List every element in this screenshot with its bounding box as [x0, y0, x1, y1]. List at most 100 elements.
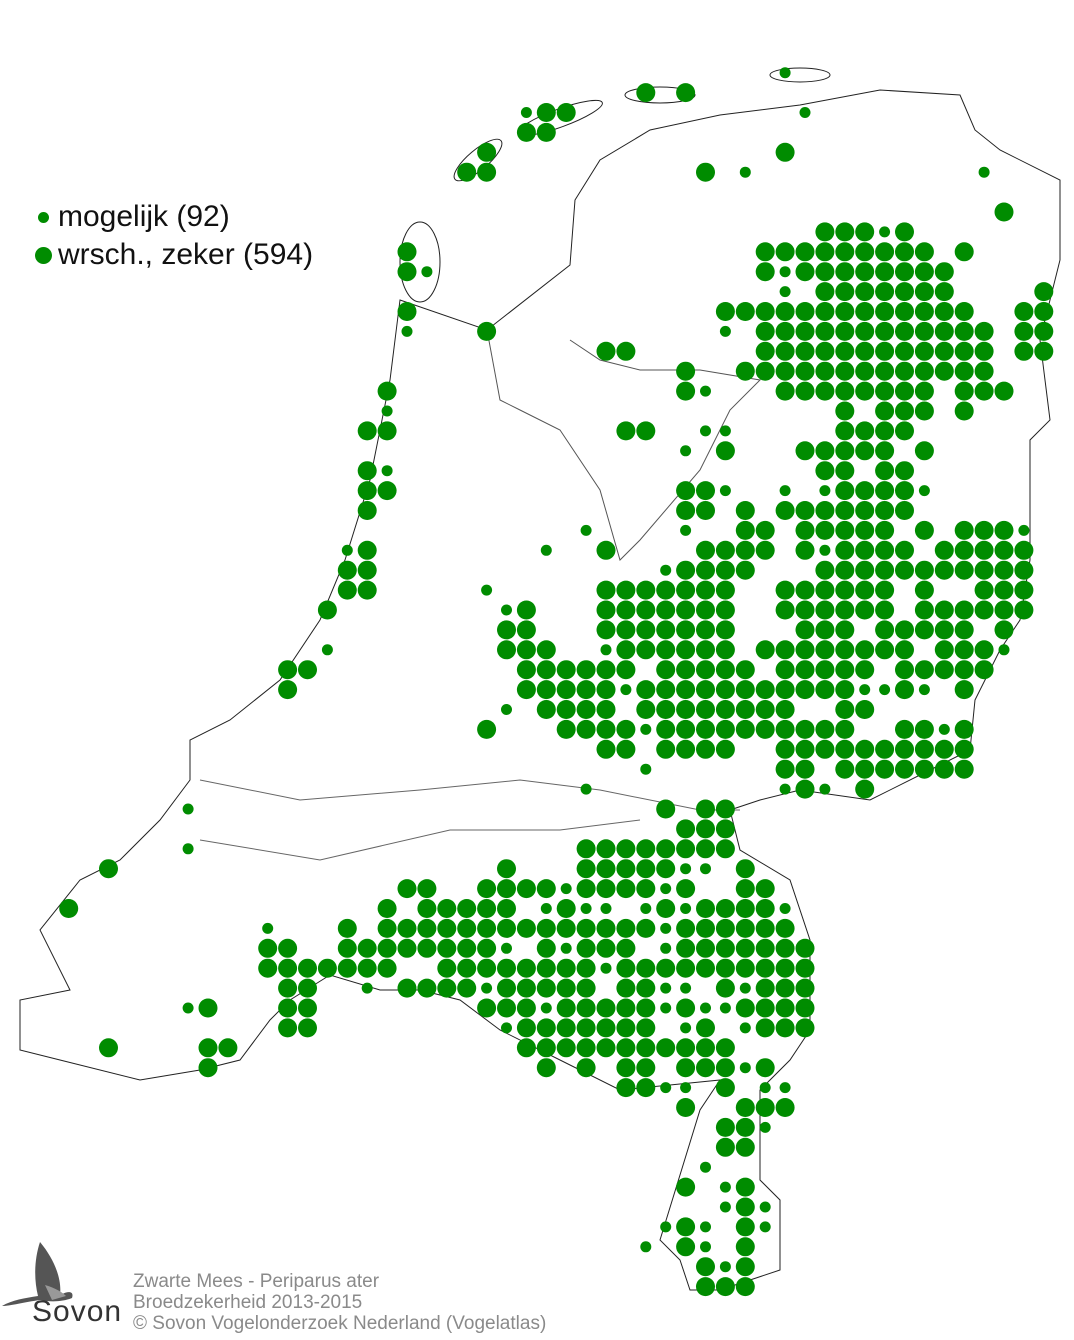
dot-large [934, 620, 954, 640]
dot-large [636, 998, 656, 1018]
dot-small [779, 286, 791, 298]
dot-large [1034, 302, 1054, 321]
dot-large [616, 660, 636, 680]
dot-large [895, 660, 914, 680]
dot-small [501, 604, 512, 616]
dot-large [397, 879, 417, 899]
dot-large [815, 381, 835, 401]
dot-large [616, 998, 636, 1018]
dot-large [656, 799, 676, 819]
dot-large [676, 640, 696, 660]
dot-large [1014, 540, 1034, 560]
dot-large [676, 879, 696, 899]
dot-large [497, 899, 516, 918]
dot-large [954, 361, 974, 381]
dot-small [540, 903, 552, 914]
dot-large [815, 739, 835, 759]
dot-large [755, 938, 775, 958]
dot-large [417, 899, 437, 918]
dot-large [855, 560, 875, 580]
dot-large [676, 680, 696, 700]
dot-small [719, 1201, 731, 1213]
dot-small [600, 903, 612, 914]
dot-small [779, 783, 791, 795]
dot-large [775, 501, 795, 520]
dot-large [596, 918, 616, 938]
dot-small [719, 1002, 731, 1014]
dot-large [616, 1078, 636, 1098]
dot-large [954, 321, 974, 341]
dot-large [596, 341, 616, 361]
dot-large [576, 1058, 596, 1078]
dot-large [735, 680, 755, 700]
dot-large [417, 938, 437, 958]
dot-large [576, 879, 596, 899]
dot-large [1034, 341, 1054, 361]
dot-large [596, 938, 616, 958]
dot-large [855, 381, 875, 401]
dot-large [278, 998, 298, 1018]
dot-large [994, 381, 1014, 401]
dot-small [680, 524, 692, 536]
dot-large [576, 1018, 596, 1038]
dot-large [715, 1277, 735, 1297]
dot-large [755, 958, 775, 978]
dot-large [437, 918, 457, 938]
dot-large [656, 680, 676, 700]
dot-large [735, 1117, 755, 1137]
dot-small [321, 644, 333, 656]
dot-large [556, 918, 576, 938]
dot-large [696, 560, 715, 580]
dot-small [640, 903, 652, 914]
dot-large [895, 321, 914, 341]
dot-large [715, 1137, 735, 1157]
dot-large [855, 640, 875, 660]
dot-large [875, 401, 895, 421]
dot-large [377, 481, 397, 501]
dot-large [715, 600, 735, 620]
dot-large [417, 918, 437, 938]
dot-large [775, 1098, 795, 1117]
dot-large [835, 700, 855, 719]
dot-large [914, 719, 934, 739]
dot-large [994, 600, 1014, 620]
dot-large [895, 719, 914, 739]
dot-large [895, 341, 914, 361]
dot-large [1014, 560, 1034, 580]
dot-large [676, 739, 696, 759]
dot-small [779, 1082, 791, 1094]
dot-small [680, 1022, 692, 1034]
dot-large [298, 660, 317, 680]
dot-large [1014, 580, 1034, 600]
dot-large [735, 1277, 755, 1297]
dot-large [298, 998, 317, 1018]
dot-large [696, 719, 715, 739]
dot-large [696, 162, 715, 182]
dot-large [835, 222, 855, 242]
dot-large [954, 401, 974, 421]
dot-small [660, 883, 672, 895]
dot-small [341, 544, 353, 556]
dot-small [600, 644, 612, 656]
dot-large [676, 1177, 696, 1197]
island-texel [399, 221, 441, 303]
dot-large [676, 938, 696, 958]
dot-small [660, 564, 672, 576]
dot-large [596, 540, 616, 560]
dot-large [715, 640, 735, 660]
dot-large [715, 700, 735, 719]
dot-large [815, 361, 835, 381]
dot-large [696, 918, 715, 938]
dot-large [596, 719, 616, 739]
dot-large [895, 302, 914, 321]
dot-large [437, 958, 457, 978]
dot-large [775, 719, 795, 739]
dot-large [795, 341, 815, 361]
dot-large [497, 998, 516, 1018]
dot-large [377, 421, 397, 441]
dot-large [835, 341, 855, 361]
dot-large [775, 142, 795, 162]
dot-large [437, 899, 457, 918]
dot-large [934, 302, 954, 321]
dot-large [636, 859, 656, 879]
